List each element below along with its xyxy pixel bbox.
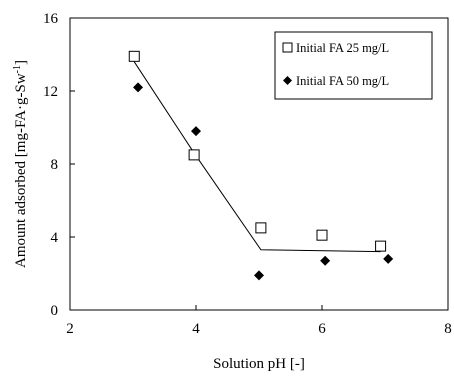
y-tick-label: 8 <box>51 157 59 173</box>
x-axis-title: Solution pH [-] <box>213 356 305 372</box>
y-axis-title-superscript: -1 <box>12 65 23 73</box>
axis-ticks: 2 4 6 8 0 4 8 12 16 <box>43 11 452 337</box>
legend-label-series-1: Initial FA 25 mg/L <box>296 41 389 55</box>
y-axis-title-end: ] <box>13 60 29 65</box>
data-point-series-2 <box>254 270 264 281</box>
data-point-series-2 <box>383 253 394 264</box>
x-tick-label: 2 <box>66 321 74 337</box>
data-point-series-1 <box>255 222 267 234</box>
data-point-series-2 <box>191 126 201 137</box>
y-axis-title: Amount adsorbed [mg-FA·g-Sw-1] <box>12 60 30 268</box>
data-point-series-2 <box>133 82 144 93</box>
legend: Initial FA 25 mg/L Initial FA 50 mg/L <box>274 31 433 100</box>
data-point-series-1 <box>375 240 387 252</box>
x-tick-label: 6 <box>318 321 326 337</box>
y-axis-title-main: Amount adsorbed [mg-FA·g-Sw <box>13 73 29 268</box>
y-tick-label: 0 <box>51 303 59 319</box>
legend-box <box>274 31 433 100</box>
legend-marker-open-square <box>282 42 293 53</box>
legend-marker-filled-diamond <box>283 76 292 85</box>
trend-line-group <box>133 61 381 253</box>
y-tick-label: 4 <box>51 230 59 246</box>
data-point-series-1 <box>316 229 328 241</box>
data-point-series-2 <box>320 255 331 266</box>
data-point-series-1 <box>188 149 200 161</box>
legend-label-series-2: Initial FA 50 mg/L <box>296 74 389 88</box>
data-point-series-1 <box>128 50 140 62</box>
data-marks <box>128 50 394 281</box>
y-tick-label: 12 <box>43 84 58 100</box>
x-tick-label: 4 <box>192 321 200 337</box>
x-tick-label: 8 <box>444 321 452 337</box>
trend-line <box>133 61 381 253</box>
y-tick-label: 16 <box>43 11 59 27</box>
